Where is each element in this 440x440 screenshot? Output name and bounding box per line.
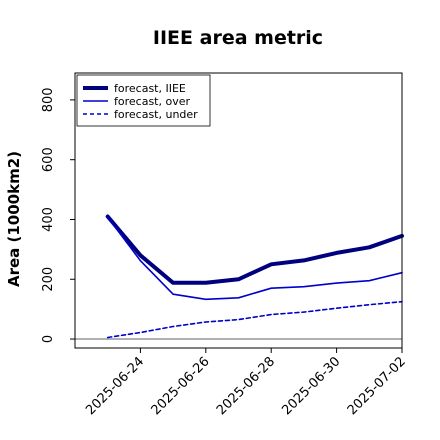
y-tick-label: 400 (41, 207, 56, 232)
y-tick-label: 200 (41, 267, 56, 292)
legend-box (76, 74, 211, 127)
plot-frame (74, 72, 403, 349)
y-axis-label: Area (1000km2) (5, 151, 23, 287)
legend-label: forecast, IIEE (114, 82, 186, 95)
y-tick-label: 600 (41, 147, 56, 172)
x-tick-label: 2025-06-24 (83, 354, 147, 418)
series-line-thick (105, 214, 404, 285)
y-tick-label: 0 (41, 335, 56, 343)
x-tick-label: 2025-06-30 (279, 354, 343, 418)
series-line-solid (106, 216, 403, 301)
y-tick-label: 800 (41, 87, 56, 112)
chart-title: IIEE area metric (153, 27, 323, 49)
x-tick-label: 2025-07-02 (345, 354, 409, 418)
x-tick-label: 2025-06-26 (149, 354, 213, 418)
series-line-dashed (106, 300, 403, 339)
legend-label: forecast, over (114, 95, 190, 108)
x-tick-label: 2025-06-28 (214, 354, 278, 418)
legend-label: forecast, under (114, 108, 198, 121)
plot-area (75, 214, 404, 340)
